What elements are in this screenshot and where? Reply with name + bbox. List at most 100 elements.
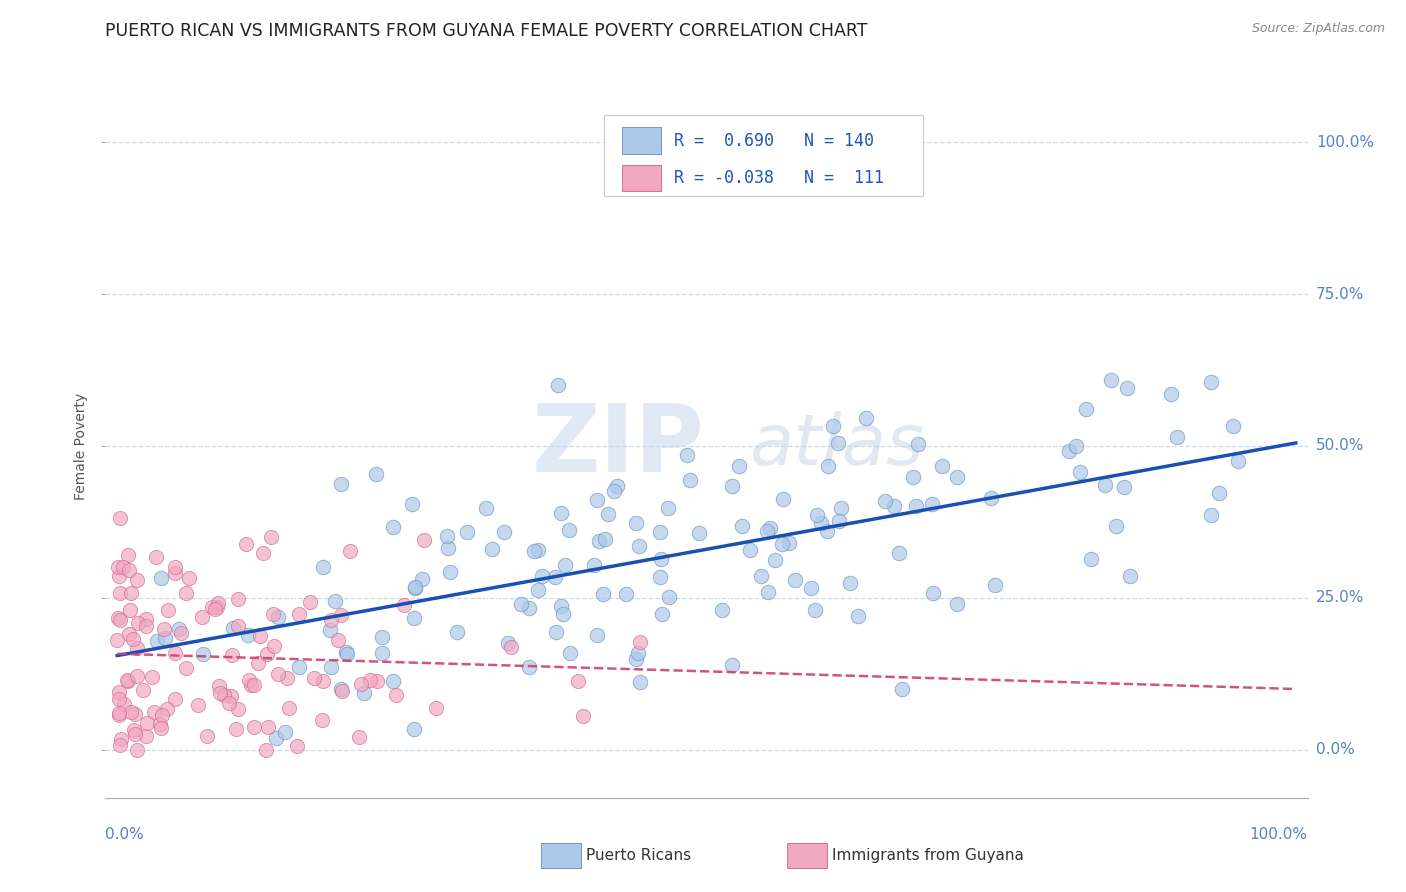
Point bbox=[544, 570, 567, 584]
Point bbox=[226, 618, 249, 632]
Point bbox=[135, 729, 157, 743]
Point bbox=[678, 473, 700, 487]
Point bbox=[167, 622, 190, 636]
Point bbox=[247, 656, 270, 670]
Point bbox=[163, 566, 186, 580]
Point bbox=[1199, 508, 1222, 523]
Point bbox=[425, 701, 447, 715]
Text: Immigrants from Guyana: Immigrants from Guyana bbox=[832, 848, 1024, 863]
Point bbox=[225, 722, 247, 736]
Point bbox=[828, 514, 851, 528]
Point bbox=[904, 499, 927, 513]
Point bbox=[149, 721, 172, 735]
Point bbox=[226, 592, 249, 607]
Point bbox=[510, 597, 533, 611]
Point bbox=[588, 533, 610, 548]
Text: R = -0.038   N =  111: R = -0.038 N = 111 bbox=[673, 169, 884, 187]
Point bbox=[108, 613, 131, 627]
Point bbox=[201, 599, 224, 614]
Point bbox=[1115, 381, 1137, 395]
Point bbox=[648, 525, 671, 540]
Point bbox=[260, 530, 283, 544]
Point bbox=[875, 494, 897, 508]
Point bbox=[252, 546, 274, 560]
Point bbox=[256, 720, 278, 734]
Point bbox=[347, 730, 370, 744]
Point bbox=[474, 500, 496, 515]
Point bbox=[572, 709, 595, 723]
Point bbox=[756, 585, 779, 599]
Text: Source: ZipAtlas.com: Source: ZipAtlas.com bbox=[1251, 22, 1385, 36]
Point bbox=[107, 568, 129, 582]
Point bbox=[108, 706, 131, 720]
FancyBboxPatch shape bbox=[605, 115, 922, 196]
Point bbox=[547, 378, 569, 392]
Text: 0.0%: 0.0% bbox=[1316, 742, 1354, 757]
Point bbox=[1114, 480, 1136, 494]
Point bbox=[208, 679, 231, 693]
Point bbox=[163, 646, 186, 660]
Point bbox=[165, 692, 187, 706]
Point bbox=[901, 470, 924, 484]
Point bbox=[121, 632, 143, 646]
Point bbox=[124, 727, 146, 741]
Bar bbox=[623, 165, 661, 192]
Point bbox=[554, 558, 576, 573]
Point bbox=[256, 647, 278, 661]
Point bbox=[108, 586, 131, 600]
Point bbox=[285, 739, 308, 754]
Point bbox=[756, 524, 779, 538]
Point bbox=[212, 689, 235, 703]
Point bbox=[492, 524, 515, 539]
Point bbox=[111, 559, 134, 574]
Point bbox=[153, 622, 176, 636]
Point bbox=[115, 673, 138, 688]
Point bbox=[107, 611, 129, 625]
Point bbox=[142, 705, 165, 719]
Point bbox=[364, 467, 387, 481]
Point bbox=[221, 648, 243, 662]
Point bbox=[404, 611, 426, 625]
Point bbox=[907, 437, 929, 451]
Point bbox=[107, 633, 129, 648]
Point bbox=[763, 552, 786, 566]
Point bbox=[1057, 444, 1080, 458]
Point bbox=[1099, 373, 1122, 387]
Point bbox=[108, 511, 131, 525]
Point bbox=[1094, 478, 1116, 492]
Point bbox=[721, 658, 744, 673]
Point bbox=[335, 645, 357, 659]
Point bbox=[312, 559, 335, 574]
Point bbox=[174, 661, 197, 675]
Point bbox=[821, 419, 844, 434]
Point bbox=[651, 607, 673, 621]
Point bbox=[846, 609, 869, 624]
Point bbox=[582, 558, 605, 573]
Text: 25.0%: 25.0% bbox=[1316, 591, 1364, 606]
Point bbox=[980, 491, 1002, 506]
Point bbox=[218, 696, 240, 710]
Point bbox=[323, 594, 346, 608]
Point bbox=[606, 478, 628, 492]
Point bbox=[404, 580, 426, 594]
Point bbox=[312, 674, 335, 689]
Point bbox=[519, 601, 541, 615]
Point bbox=[370, 630, 392, 644]
Point bbox=[276, 671, 298, 685]
Point bbox=[118, 603, 141, 617]
Point bbox=[204, 602, 226, 616]
Point bbox=[149, 716, 172, 731]
Point bbox=[772, 492, 794, 507]
Point bbox=[593, 532, 616, 546]
Point bbox=[817, 458, 839, 473]
Point bbox=[1166, 430, 1188, 444]
Point bbox=[209, 686, 232, 700]
Point bbox=[688, 525, 710, 540]
Text: PUERTO RICAN VS IMMIGRANTS FROM GUYANA FEMALE POVERTY CORRELATION CHART: PUERTO RICAN VS IMMIGRANTS FROM GUYANA F… bbox=[105, 22, 868, 40]
Point bbox=[815, 524, 838, 538]
Point bbox=[883, 499, 905, 513]
Point bbox=[586, 493, 609, 508]
Point bbox=[770, 537, 793, 551]
Point bbox=[1064, 439, 1087, 453]
Point bbox=[1208, 486, 1230, 500]
